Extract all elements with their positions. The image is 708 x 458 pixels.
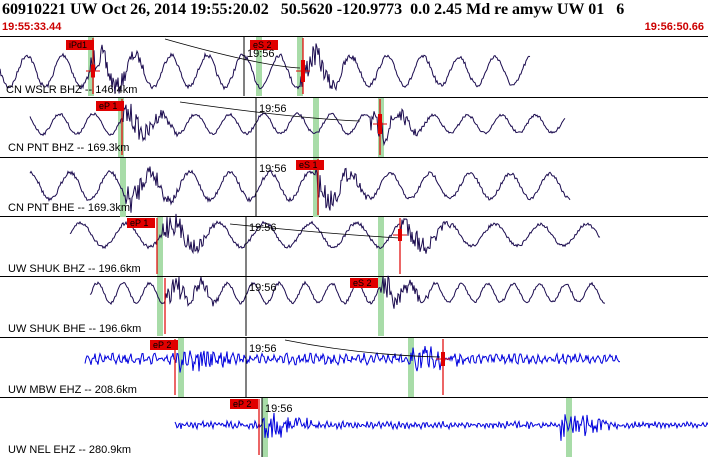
waveform bbox=[29, 166, 571, 213]
time-mark-label: 19:56 bbox=[259, 163, 287, 175]
trace-row[interactable]: eS 1 19:56 CN PNT BHE -- 169.3km bbox=[8, 158, 571, 217]
travel-time-curve bbox=[164, 38, 301, 69]
travel-time-curve bbox=[179, 101, 361, 122]
pick-window bbox=[378, 277, 384, 336]
pick-label: eP 1 bbox=[99, 101, 117, 111]
travel-time-curve bbox=[284, 339, 441, 358]
end-time: 19:56:50.66 bbox=[644, 21, 704, 33]
time-mark-label: 19:56 bbox=[259, 103, 287, 115]
pick-flag[interactable] bbox=[96, 101, 124, 111]
station-label: CN WSLR BHZ -- 146.4km bbox=[6, 84, 137, 96]
waveform bbox=[69, 213, 601, 255]
pick-window bbox=[408, 338, 414, 397]
event-header: 60910221 UW Oct 26, 2014 19:55:20.02 50.… bbox=[0, 0, 708, 36]
waveform bbox=[84, 346, 621, 373]
station-label: UW SHUK BHZ -- 196.6km bbox=[8, 263, 141, 275]
trace-row[interactable]: iPd1 eS 219:56 CN WSLR BHZ -- 146.4km bbox=[0, 37, 531, 96]
travel-time-curve bbox=[229, 223, 401, 239]
pick-window bbox=[120, 158, 126, 217]
pick-window bbox=[262, 398, 268, 457]
time-mark-label: 19:56 bbox=[249, 222, 277, 234]
station-label: CN PNT BHE -- 169.3km bbox=[8, 202, 130, 214]
pick-label: eS 2 bbox=[353, 278, 372, 288]
pick-label: eP 2 bbox=[153, 340, 171, 350]
pick-flag[interactable] bbox=[66, 40, 94, 50]
pick-window bbox=[157, 217, 163, 276]
waveform bbox=[0, 43, 531, 94]
time-mark-label: 19:56 bbox=[265, 403, 293, 415]
pick-flag[interactable] bbox=[127, 218, 155, 228]
time-mark-label: 19:56 bbox=[247, 48, 275, 60]
pick-flag[interactable] bbox=[250, 40, 278, 50]
pick-window bbox=[297, 37, 303, 96]
waveform bbox=[89, 275, 605, 309]
pick-flag[interactable] bbox=[350, 278, 378, 288]
waveform bbox=[29, 103, 566, 147]
pick-window bbox=[313, 158, 319, 217]
trace-row[interactable]: eP 1 19:56 UW SHUK BHZ -- 196.6km bbox=[8, 213, 601, 276]
pick-label: iPd1 bbox=[69, 40, 87, 50]
pick-flag[interactable] bbox=[296, 160, 324, 170]
pick-window bbox=[118, 98, 124, 157]
station-label: UW SHUK BHE -- 196.6km bbox=[8, 323, 141, 335]
trace-row[interactable]: eP 1 19:56 CN PNT BHZ -- 169.3km bbox=[8, 98, 566, 157]
trace-row[interactable]: eP 2 19:56 UW MBW EHZ -- 208.6km bbox=[8, 338, 621, 397]
station-label: UW MBW EHZ -- 208.6km bbox=[8, 384, 137, 396]
time-mark-label: 19:56 bbox=[249, 282, 277, 294]
trace-row[interactable]: eS 2 19:56 UW SHUK BHE -- 196.6km bbox=[8, 275, 605, 336]
pick-label: eS 2 bbox=[253, 40, 272, 50]
pick-label: eP 1 bbox=[130, 218, 148, 228]
pick-window bbox=[157, 277, 163, 336]
trace-row[interactable]: eP 2 19:56 UW NEL EHZ -- 280.9km bbox=[8, 398, 708, 457]
pick-window bbox=[313, 98, 319, 157]
waveform bbox=[174, 412, 708, 441]
event-title: 60910221 UW Oct 26, 2014 19:55:20.02 50.… bbox=[2, 1, 625, 18]
pick-window bbox=[256, 37, 262, 96]
pick-label: eP 2 bbox=[233, 399, 251, 409]
pick-flag[interactable] bbox=[150, 340, 178, 350]
time-mark-label: 19:56 bbox=[249, 343, 277, 355]
station-label: CN PNT BHZ -- 169.3km bbox=[8, 142, 129, 154]
pick-window bbox=[378, 217, 384, 276]
station-label: UW NEL EHZ -- 280.9km bbox=[8, 444, 131, 456]
start-time: 19:55:33.44 bbox=[2, 21, 62, 33]
pick-label: eS 1 bbox=[299, 160, 318, 170]
row-separators bbox=[0, 36, 708, 398]
pick-flag[interactable] bbox=[230, 399, 258, 409]
